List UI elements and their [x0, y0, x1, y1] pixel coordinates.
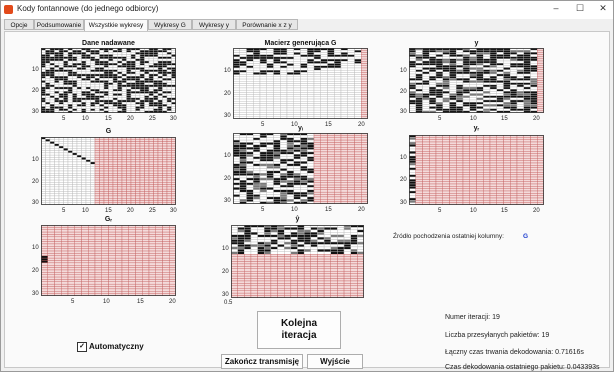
xtick: 10 — [82, 116, 89, 122]
tab-podsumowanie[interactable]: Podsumowanie — [34, 19, 84, 30]
plot-y — [409, 48, 544, 113]
xtick: 5 — [71, 299, 75, 305]
xtick: 10 — [470, 116, 477, 122]
tab-porownanie[interactable]: Porównanie x z y — [236, 19, 298, 30]
checkbox-box[interactable]: ✓ — [77, 342, 87, 352]
ytick: 20 — [32, 88, 39, 94]
close-button[interactable]: ✕ — [599, 3, 607, 13]
plot-dane-title: Dane nadawane — [82, 40, 135, 47]
ytick: 10 — [222, 246, 229, 252]
xtick: 20 — [358, 207, 365, 213]
auto-checkbox[interactable]: ✓ Automatyczny — [77, 342, 144, 352]
maximize-button[interactable]: ☐ — [575, 3, 585, 13]
xtick: 15 — [137, 299, 144, 305]
tab-wykresy-y[interactable]: Wykresy y — [192, 19, 236, 30]
xtick: 10 — [82, 208, 89, 214]
xtick: 10 — [291, 122, 298, 128]
xtick: 5 — [62, 208, 66, 214]
plot-yr-title: yᵣ — [473, 125, 480, 132]
plot-gr — [41, 225, 176, 296]
ytick: 30 — [32, 291, 39, 297]
ytick: 20 — [32, 268, 39, 274]
xtick: 15 — [501, 116, 508, 122]
plot-macierz-title: Macierz generująca G — [264, 40, 337, 47]
ytick: 30 — [32, 109, 39, 115]
tab-bar: Opcje Podsumowanie Wszystkie wykresy Wyk… — [1, 19, 613, 32]
app-icon — [4, 5, 13, 14]
xtick: 20 — [127, 116, 134, 122]
ytick: 10 — [32, 67, 39, 73]
plot-gr-title: Gᵣ — [104, 216, 113, 223]
ytick: 20 — [400, 177, 407, 183]
xtick: 30 — [170, 116, 177, 122]
plot-ybar — [231, 225, 364, 298]
stat-total-time: Łączny czas trwania dekodowania: 0.71616… — [445, 349, 584, 356]
xtick: 10 — [103, 299, 110, 305]
stat-packets: Liczba przesyłanych pakietów: 19 — [445, 332, 550, 339]
xtick: 30 — [170, 208, 177, 214]
plot-g-title: G — [105, 128, 112, 135]
xtick: 20 — [358, 122, 365, 128]
xtick: 20 — [533, 116, 540, 122]
window-title: Kody fontannowe (do jednego odbiorcy) — [17, 4, 159, 13]
xtick: 5 — [261, 122, 265, 128]
xtick: 25 — [149, 116, 156, 122]
ytick: 10 — [400, 155, 407, 161]
source-label: Źródło pochodzenia ostatniej kolumny: — [393, 233, 504, 240]
ytick: 30 — [222, 292, 229, 298]
plot-yi — [233, 133, 368, 204]
xtick: 5 — [62, 116, 66, 122]
ytick: 20 — [224, 91, 231, 97]
xtick: 25 — [149, 208, 156, 214]
exit-button[interactable]: Wyjście — [307, 354, 363, 369]
next-iteration-label: Kolejna iteracja — [280, 318, 318, 341]
ytick: 20 — [400, 89, 407, 95]
minimize-button[interactable]: – — [553, 3, 559, 13]
ytick: 10 — [224, 153, 231, 159]
plot-dane-nadawane — [41, 48, 176, 113]
xtick: 5 — [261, 207, 265, 213]
stat-last-time: Czas dekodowania ostatniego pakietu: 0.0… — [445, 364, 600, 371]
end-transmission-button[interactable]: Zakończ transmisję — [221, 354, 303, 369]
tab-wykresy-g[interactable]: Wykresy G — [148, 19, 192, 30]
plot-g — [41, 137, 176, 205]
ytick: 30 — [224, 113, 231, 119]
xtick: 15 — [105, 208, 112, 214]
xtick: 5 — [438, 208, 442, 214]
ytick: 20 — [32, 179, 39, 185]
ytick: 20 — [222, 269, 229, 275]
plot-y-title: y — [474, 40, 479, 47]
xtick: 0.5 — [224, 300, 233, 306]
ytick: 30 — [400, 200, 407, 206]
plot-ybar-title: ŷ — [295, 216, 300, 223]
ytick: 10 — [32, 157, 39, 163]
ytick: 10 — [224, 68, 231, 74]
ytick: 10 — [32, 245, 39, 251]
xtick: 15 — [105, 116, 112, 122]
xtick: 10 — [470, 208, 477, 214]
plot-yr — [409, 135, 544, 205]
source-value: G — [523, 233, 529, 240]
plot-macierz-generujaca — [233, 48, 368, 119]
xtick: 15 — [325, 122, 332, 128]
tab-opcje[interactable]: Opcje — [4, 19, 34, 30]
xtick: 20 — [533, 208, 540, 214]
auto-label: Automatyczny — [89, 342, 144, 352]
ytick: 30 — [32, 200, 39, 206]
xtick: 10 — [291, 207, 298, 213]
xtick: 20 — [169, 299, 176, 305]
ytick: 30 — [400, 109, 407, 115]
next-iteration-button[interactable]: Kolejna iteracja — [257, 311, 341, 349]
ytick: 10 — [400, 68, 407, 74]
title-bar: Kody fontannowe (do jednego odbiorcy) – … — [1, 1, 613, 19]
stat-iteration: Numer iteracji: 19 — [445, 314, 500, 321]
xtick: 15 — [325, 207, 332, 213]
plot-yi-title: yᵢ — [298, 125, 303, 132]
ytick: 30 — [224, 198, 231, 204]
ytick: 20 — [224, 176, 231, 182]
xtick: 20 — [127, 208, 134, 214]
xtick: 5 — [438, 116, 442, 122]
xtick: 15 — [501, 208, 508, 214]
